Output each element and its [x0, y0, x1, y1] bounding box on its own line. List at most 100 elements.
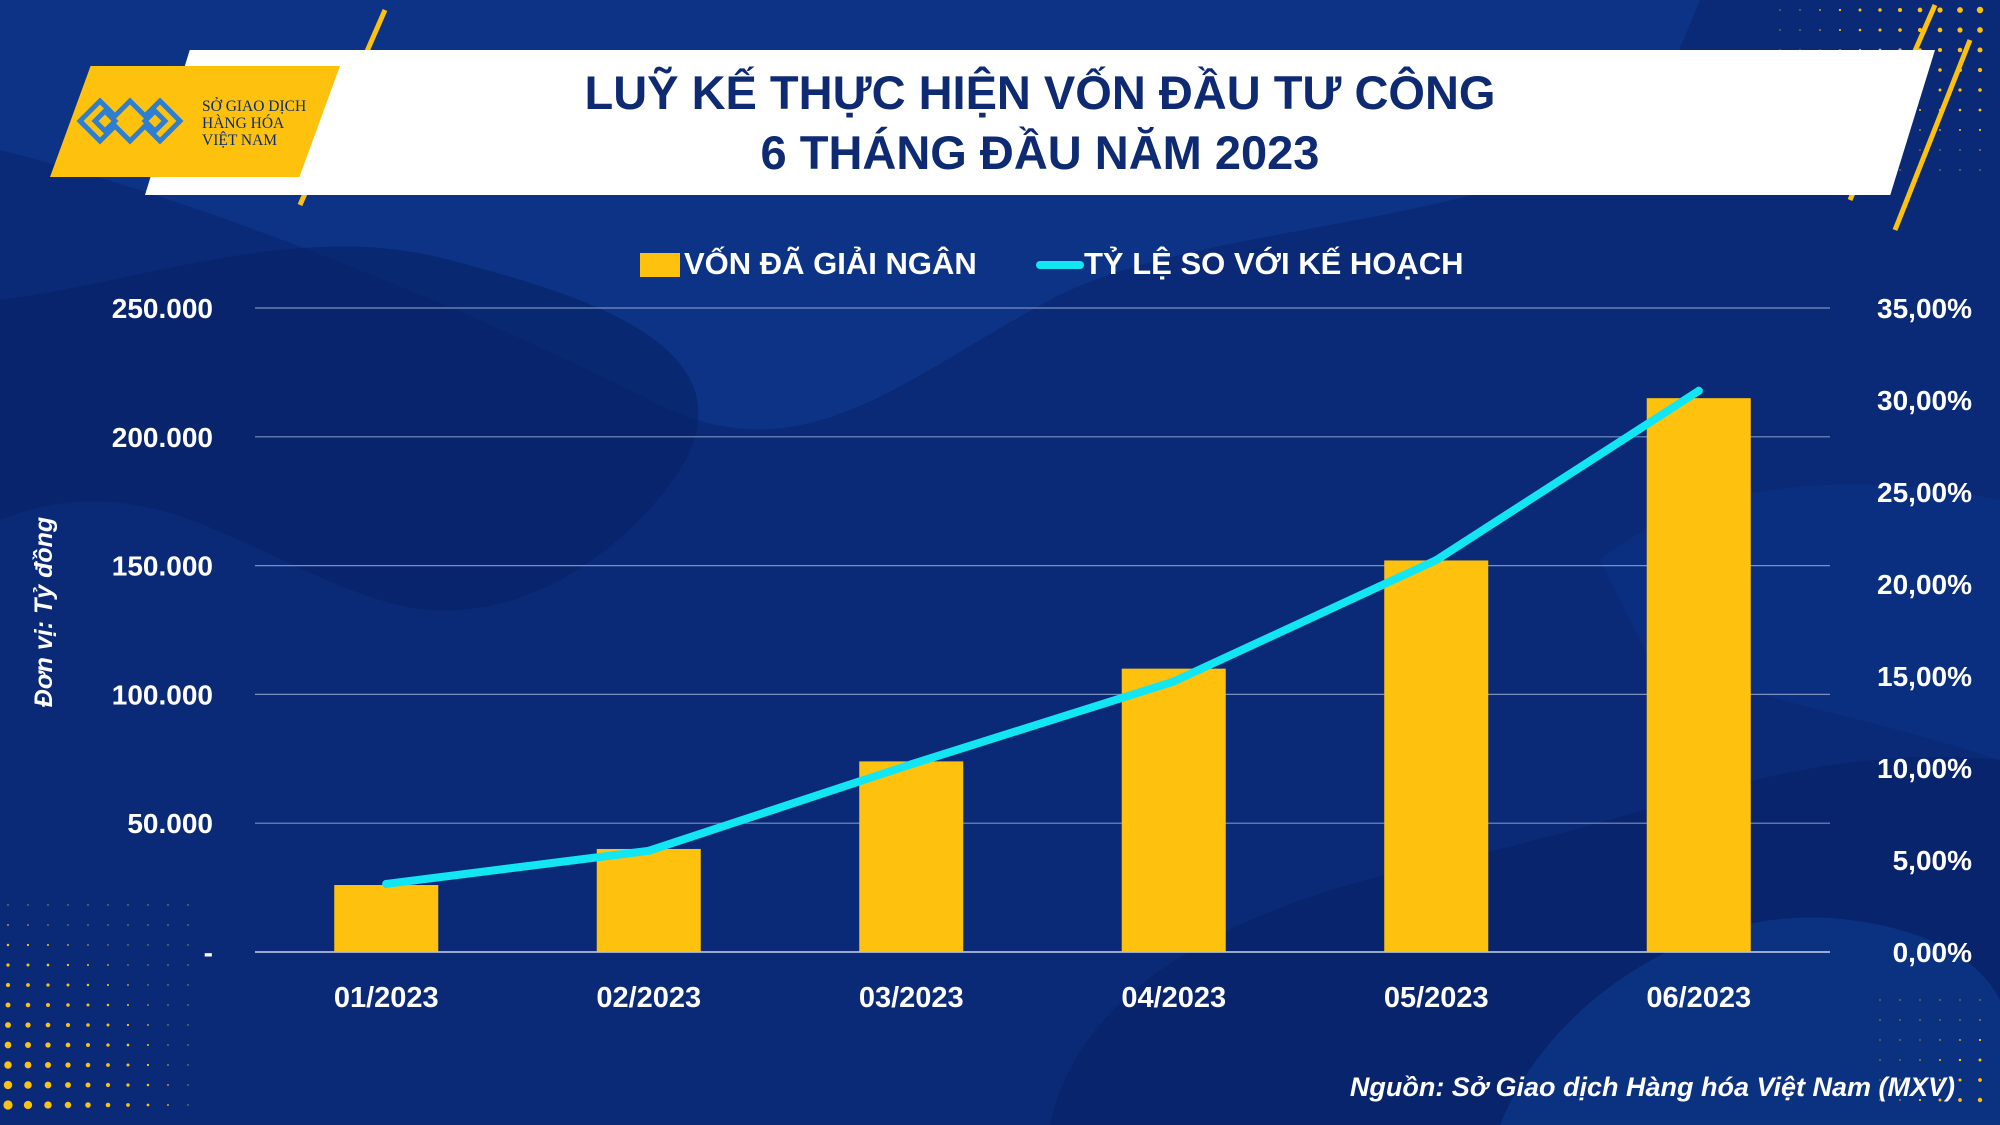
legend-swatch-bar — [640, 253, 680, 277]
legend: VỐN ĐÃ GIẢI NGÂN TỶ LỆ SO VỚI KẾ HOẠCH — [640, 245, 1464, 281]
dot — [86, 963, 90, 967]
y2-tick-label: 35,00% — [1877, 293, 1972, 324]
dot — [1799, 9, 1801, 11]
dot — [187, 904, 189, 906]
dot — [1939, 1019, 1941, 1021]
dot — [44, 1081, 52, 1089]
dot — [46, 943, 50, 947]
logo-line: HÀNG HÓA — [202, 115, 285, 132]
dot — [1978, 1058, 1982, 1062]
dot — [1879, 1019, 1881, 1021]
dot — [127, 924, 129, 926]
dot — [1979, 149, 1981, 151]
y-tick-label: 200.000 — [112, 422, 213, 453]
line-point — [1694, 386, 1703, 395]
dot — [1897, 7, 1903, 13]
dot — [1959, 999, 1961, 1001]
dot — [65, 1042, 71, 1048]
dot — [1878, 8, 1882, 12]
dot — [65, 1082, 71, 1088]
dot — [126, 1023, 130, 1027]
dot — [1939, 129, 1941, 131]
dot — [1919, 999, 1921, 1001]
dot — [1939, 1059, 1941, 1061]
dot — [147, 1024, 149, 1026]
y-axis-left: - 50.000 100.000 150.000 200.000 250.000 — [112, 293, 213, 968]
dot — [66, 1003, 70, 1007]
dot — [65, 1022, 71, 1028]
dot — [146, 1043, 150, 1047]
dot — [1979, 169, 1981, 171]
dot — [85, 1042, 91, 1048]
dot — [1977, 47, 1983, 53]
dot — [1918, 1098, 1922, 1102]
dot — [45, 1002, 51, 1008]
dot — [27, 904, 29, 906]
dot — [147, 964, 149, 966]
dot — [1957, 7, 1963, 13]
dot — [1919, 1019, 1921, 1021]
dot — [127, 904, 129, 906]
y2-tick-label: 25,00% — [1877, 477, 1972, 508]
dot — [1899, 1099, 1901, 1101]
y-tick-label: 100.000 — [112, 679, 213, 710]
dot — [127, 944, 129, 946]
dot — [7, 924, 9, 926]
line-point — [644, 846, 653, 855]
dot — [1899, 1079, 1901, 1081]
dot — [86, 1023, 90, 1027]
dot — [25, 1022, 31, 1028]
y-tick-label: 150.000 — [112, 551, 213, 582]
dot — [24, 1081, 32, 1089]
dot — [146, 1103, 150, 1107]
dot — [1799, 29, 1801, 31]
dot — [66, 983, 70, 987]
dot — [167, 1104, 169, 1106]
dot — [107, 964, 109, 966]
dot — [1878, 28, 1882, 32]
dot — [6, 943, 10, 947]
dot — [1937, 7, 1943, 13]
dot — [126, 1063, 130, 1067]
dot — [1977, 27, 1983, 33]
dot — [1899, 1059, 1901, 1061]
dot — [147, 984, 149, 986]
dot — [47, 924, 49, 926]
x-tick-label: 04/2023 — [1121, 982, 1226, 1014]
dot — [45, 1042, 51, 1048]
dot — [106, 1023, 110, 1027]
dot — [1957, 27, 1963, 33]
dot — [27, 924, 29, 926]
dot — [5, 1002, 11, 1008]
x-tick-label: 05/2023 — [1384, 982, 1489, 1014]
dot — [167, 984, 169, 986]
line-series — [382, 386, 1703, 888]
bar-series — [334, 398, 1751, 952]
dot — [1918, 108, 1922, 112]
dot — [1938, 68, 1942, 72]
dot — [1979, 999, 1981, 1001]
dot — [1937, 27, 1943, 33]
dot — [105, 1102, 111, 1108]
legend-label: VỐN ĐÃ GIẢI NGÂN — [684, 245, 977, 281]
dot — [1879, 1099, 1881, 1101]
dot — [85, 1062, 91, 1068]
dot — [1779, 9, 1781, 11]
source-note: Nguồn: Sở Giao dịch Hàng hóa Việt Nam (M… — [1350, 1072, 1955, 1102]
dot — [4, 1061, 12, 1069]
dot — [5, 982, 11, 988]
dot — [86, 983, 90, 987]
dot-pattern-bottom-left — [3, 904, 189, 1110]
bar — [1121, 668, 1226, 952]
dot-pattern-bottom-right — [1879, 999, 1983, 1103]
dot — [65, 1062, 71, 1068]
x-tick-label: 03/2023 — [859, 982, 964, 1014]
dot — [4, 1041, 12, 1049]
dot — [1978, 108, 1982, 112]
dot — [106, 983, 110, 987]
title-line-2: 6 THÁNG ĐẦU NĂM 2023 — [760, 126, 1320, 179]
accent-stripe — [1892, 39, 1973, 231]
bar — [334, 885, 439, 952]
dot — [187, 944, 189, 946]
logo-line: SỞ GIAO DỊCH — [202, 98, 307, 115]
